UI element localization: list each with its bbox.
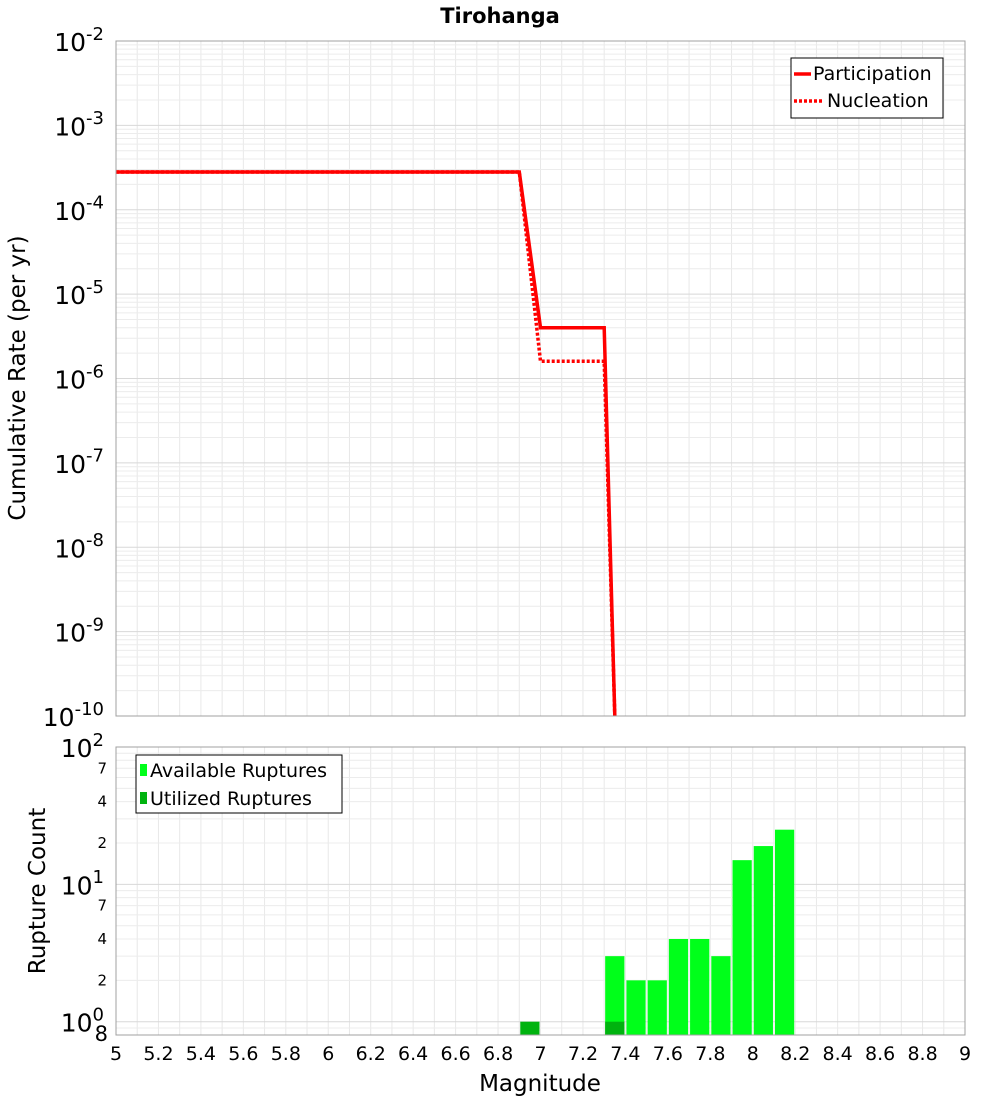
available-rupture-bar [647,980,667,1035]
rupture-plot-grid [115,746,966,1036]
magnitude-x-axis-label: Magnitude [479,1071,601,1097]
magnitude-x-tick-label: 7 [534,1043,546,1065]
legend-participation-label: Participation [813,63,932,85]
magnitude-x-tick-label: 8.6 [865,1043,895,1065]
rupture-y-tick-label: 101 [61,867,104,900]
rate-y-tick-label: 10-10 [43,699,104,732]
chart-title: Tirohanga [440,4,560,28]
utilized-rupture-bar [520,1021,540,1035]
rate-y-tick-label: 10-7 [54,446,104,479]
magnitude-x-tick-label: 5.2 [143,1043,173,1065]
magnitude-x-tick-label: 9 [959,1043,971,1065]
magnitude-x-tick-label: 6.2 [356,1043,386,1065]
magnitude-x-tick-label: 5 [110,1043,122,1065]
magnitude-x-tick-label: 7.8 [695,1043,725,1065]
magnitude-x-tick-label: 7.6 [653,1043,683,1065]
rupture-y-tick-label: 4 [97,930,107,948]
available-rupture-bar [753,846,773,1035]
magnitude-x-tick-label: 6.6 [440,1043,470,1065]
rate-y-ticks: 10-10 10-9 10-8 10-7 10-6 10-5 10-4 10-3 10-2 [43,24,104,732]
rate-y-axis-label: Cumulative Rate (per yr) [5,235,31,520]
available-rupture-bar [605,956,625,1035]
rupture-y-tick-label: 102 [61,730,104,763]
available-rupture-bar [732,860,752,1035]
magnitude-x-tick-label: 8.8 [907,1043,937,1065]
available-rupture-bar [668,939,689,1035]
legend-nucleation-label: Nucleation [827,90,929,112]
utilized-rupture-bar [605,1021,625,1035]
magnitude-x-tick-label: 6.4 [398,1043,428,1065]
legend-available-swatch [140,764,147,776]
legend-available-label: Available Ruptures [150,760,327,782]
rate-y-tick-label: 10-4 [54,193,104,226]
magnitude-x-tick-label: 6.8 [483,1043,513,1065]
magnitude-x-tick-label: 8.2 [780,1043,810,1065]
rupture-plot-bars [520,829,795,1035]
rate-legend: Participation Nucleation [790,57,944,119]
rate-y-tick-label: 10-5 [54,277,104,310]
rupture-legend: Available Ruptures Utilized Ruptures [135,754,343,814]
magnitude-x-tick-label: 6 [322,1043,334,1065]
available-rupture-bar [690,939,710,1035]
magnitude-x-tick-label: 5.8 [271,1043,301,1065]
legend-utilized-label: Utilized Ruptures [150,788,312,810]
series-line-participation [116,170,617,716]
legend-utilized-swatch [140,792,147,804]
rate-plot-grid [115,41,966,717]
magnitude-x-tick-label: 7.4 [610,1043,640,1065]
rate-plot: 10-10 10-9 10-8 10-7 10-6 10-5 10-4 10-3 10-2 Cu… [5,24,966,732]
rupture-y-axis-label: Rupture Count [25,808,51,974]
rate-plot-frame [115,40,966,717]
rate-y-tick-label: 10-6 [54,361,104,394]
rate-y-tick-label: 10-8 [54,530,104,563]
rate-y-tick-label: 10-3 [54,108,104,141]
rupture-plot-frame [115,746,966,1036]
rupture-y-tick-label: 100 [61,1004,104,1037]
rate-plot-series [116,170,617,716]
available-rupture-bar [774,829,795,1035]
rupture-y-tick-label: 4 [97,793,107,811]
rupture-y-tick-label: 2 [97,834,107,852]
magnitude-x-tick-label: 5.4 [186,1043,216,1065]
available-rupture-bar [711,956,731,1035]
rate-y-tick-label: 10-2 [54,24,104,57]
magnitude-x-tick-label: 8 [747,1043,759,1065]
rate-legend-box [790,57,944,119]
available-rupture-bar [626,980,646,1035]
rupture-y-tick-label: 7 [97,759,107,777]
rupture-y-tick-label: 2 [97,971,107,989]
rupture-legend-box [135,754,343,814]
rupture-y-tick-label: 7 [97,897,107,915]
magnitude-x-tick-label: 7.2 [568,1043,598,1065]
magnitude-x-tick-label: 5.6 [228,1043,258,1065]
rate-y-tick-label: 10-9 [54,614,104,647]
rupture-y-tick-label: 8 [95,1022,108,1046]
magnitude-x-ticks: 5 5.2 5.4 5.6 5.8 6 6.2 6.4 6.6 6.8 7 7.2 7.4 7.6 7.8 8… [110,1043,971,1065]
magnitude-x-tick-label: 8.4 [823,1043,853,1065]
